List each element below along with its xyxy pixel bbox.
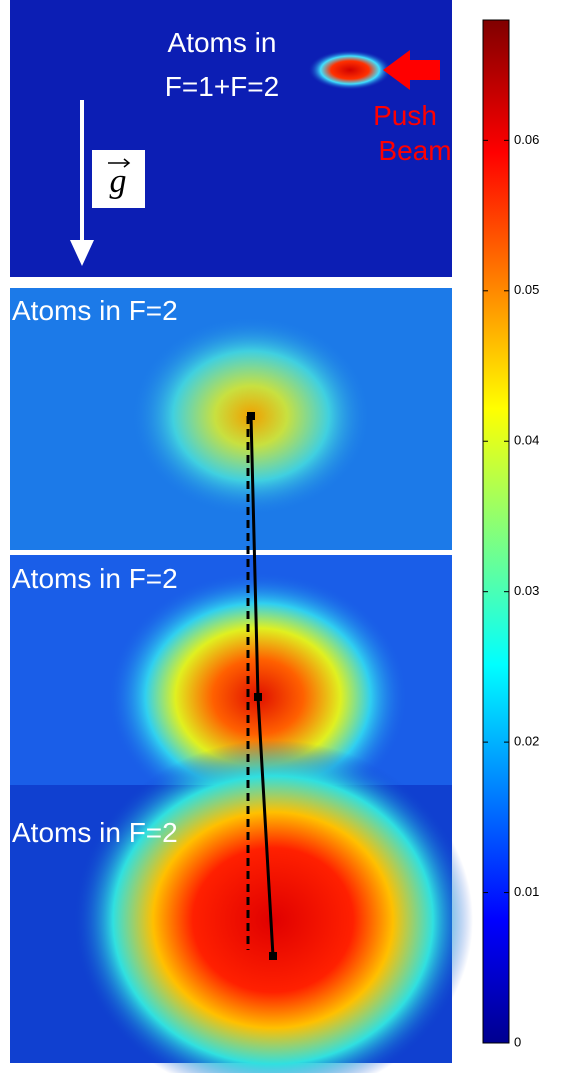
colorbar-tick-label: 0.05 [514, 282, 539, 297]
push-beam-label: Beam [378, 135, 451, 166]
panel-label: Atoms in [168, 27, 277, 58]
vector-arrow [123, 158, 131, 168]
center-marker [254, 693, 262, 701]
gravity-box [92, 150, 145, 208]
push-beam-label: Push [373, 100, 437, 131]
colorbar-tick-label: 0 [514, 1034, 521, 1049]
colorbar-tick-label: 0.02 [514, 734, 539, 749]
gravity-symbol: g [110, 163, 127, 200]
atom-cloud [308, 50, 392, 90]
panel-label: Atoms in F=2 [12, 295, 178, 326]
panel-label: Atoms in F=2 [12, 817, 178, 848]
push-arrow [383, 50, 440, 90]
panel-label: Atoms in F=2 [12, 563, 178, 594]
colorbar-tick-label: 0.06 [514, 132, 539, 147]
atom-cloud [73, 740, 473, 1073]
colorbar-tick-label: 0.01 [514, 884, 539, 899]
center-marker [269, 952, 277, 960]
colorbar [482, 19, 510, 1044]
center-marker [247, 412, 255, 420]
gravity-arrowhead [70, 240, 94, 266]
panel-label: F=1+F=2 [165, 71, 279, 102]
colorbar-tick-label: 0.03 [514, 583, 539, 598]
colorbar-tick-label: 0.04 [514, 433, 539, 448]
